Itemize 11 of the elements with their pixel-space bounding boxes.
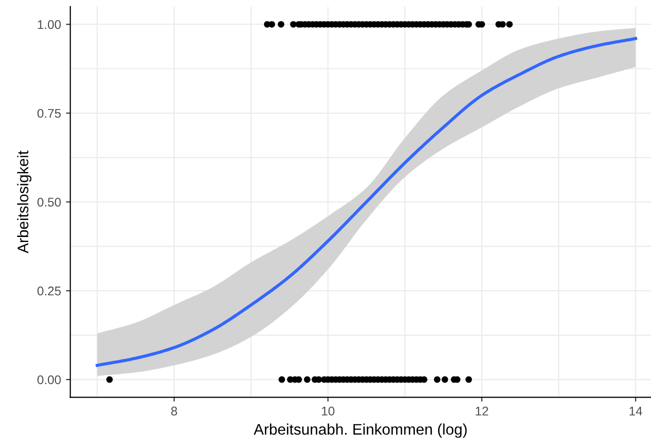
x-tick-label: 8: [171, 406, 178, 416]
y-tick-label: 0.25: [37, 286, 61, 296]
y-tick-label: 0.75: [37, 108, 61, 118]
x-tick-label: 14: [630, 406, 642, 416]
y-tick-label: 0.50: [37, 198, 61, 207]
x-tick-label: 10: [322, 406, 334, 416]
x-axis-title: Arbeitsunabh. Einkommen (log): [254, 424, 467, 438]
y-tick-label: 1.00: [38, 20, 61, 29]
x-tick-label: 12: [476, 406, 488, 416]
y-tick-label: 0.00: [37, 375, 61, 384]
y-axis-title: Arbeitslosigkeit: [17, 150, 32, 254]
